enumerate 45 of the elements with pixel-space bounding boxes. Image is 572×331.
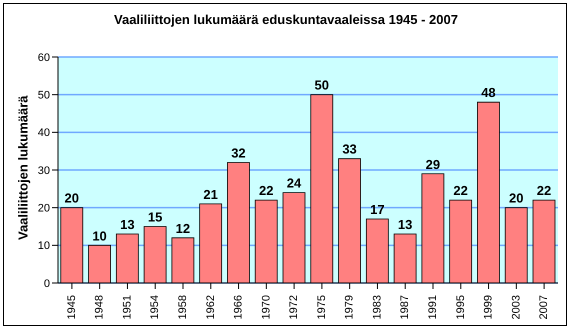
y-tick-label: 30 (38, 164, 50, 177)
data-label: 33 (342, 142, 357, 157)
data-label: 32 (231, 145, 246, 160)
x-tick-label: 1991 (427, 295, 439, 320)
data-label: 20 (508, 190, 524, 206)
x-tick-label: 1954 (149, 295, 162, 320)
chart-title: Vaaliliittojen lukumäärä eduskuntavaaleissa 1945 - 2007 (113, 12, 459, 27)
data-label: 22 (536, 183, 552, 198)
x-tick-label: 2003 (510, 295, 522, 320)
data-label: 50 (314, 78, 330, 93)
x-tick-label: 1958 (177, 295, 189, 320)
x-tick-label: 1979 (344, 295, 356, 320)
y-tick-label: 40 (38, 127, 50, 140)
y-tick-label: 20 (38, 202, 50, 215)
y-tick-label: 50 (38, 90, 50, 102)
x-tick-label: 1962 (204, 295, 217, 320)
y-tick-label: 10 (38, 240, 50, 252)
data-label: 22 (258, 183, 274, 198)
data-label: 48 (481, 85, 496, 100)
x-tick-label: 1945 (66, 295, 78, 320)
y-tick-label: 60 (38, 52, 50, 64)
x-tick-label: 1987 (399, 295, 412, 320)
data-label: 21 (203, 186, 218, 202)
data-label: 13 (398, 217, 412, 232)
data-label: 17 (370, 202, 385, 217)
data-label: 24 (286, 176, 302, 191)
data-label: 22 (453, 183, 468, 198)
x-tick-label: 1972 (288, 295, 300, 320)
x-tick-label: 1970 (260, 295, 272, 320)
x-tick-label: 1983 (371, 295, 384, 320)
x-tick-label: 1951 (121, 295, 134, 320)
x-tick-label: 1966 (232, 295, 245, 320)
data-label: 12 (176, 220, 190, 236)
x-tick-label: 1999 (482, 295, 495, 320)
data-label: 10 (92, 228, 107, 244)
data-label: 29 (426, 156, 440, 172)
x-tick-label: 1975 (316, 295, 328, 320)
x-tick-label: 1995 (454, 295, 467, 320)
data-label: 13 (120, 217, 135, 232)
x-tick-label: 1948 (94, 295, 106, 320)
y-axis-title: Vaaliliittojen lukumäärä (16, 94, 31, 240)
y-tick-label: 0 (44, 278, 50, 290)
data-label: 15 (148, 210, 162, 224)
x-tick-label: 2007 (538, 295, 550, 320)
data-label: 20 (64, 190, 80, 206)
